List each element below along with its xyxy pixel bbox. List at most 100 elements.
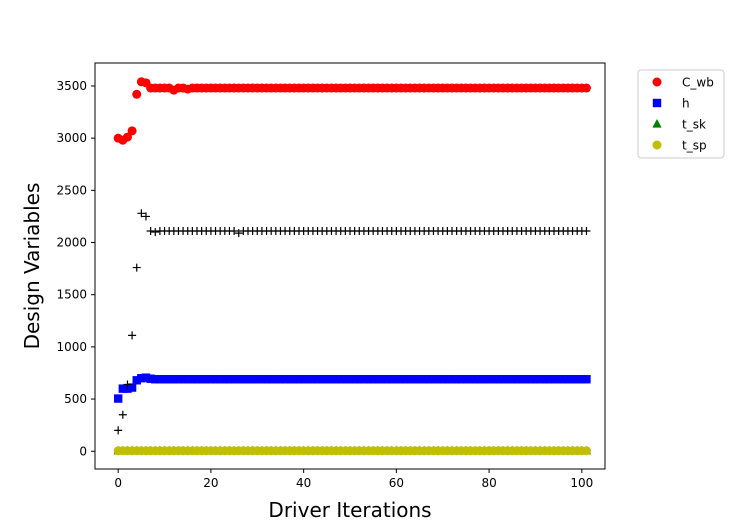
data-point xyxy=(141,373,151,382)
data-point xyxy=(280,375,290,384)
data-point xyxy=(178,375,188,384)
y-tick-label: 0 xyxy=(79,444,87,458)
plot-frame xyxy=(94,62,606,470)
series-unlabeled xyxy=(114,209,591,435)
data-point xyxy=(229,375,239,384)
y-tick-label: 2500 xyxy=(56,183,87,197)
data-point xyxy=(452,375,461,384)
data-point xyxy=(559,375,568,384)
data-point xyxy=(406,375,415,384)
data-point xyxy=(248,375,257,384)
data-point xyxy=(378,375,387,384)
data-point xyxy=(146,374,155,383)
data-point xyxy=(317,375,327,384)
data-point xyxy=(424,375,434,384)
data-point xyxy=(304,375,313,384)
x-tick-label: 40 xyxy=(296,476,311,490)
data-point xyxy=(211,375,220,384)
legend-marker xyxy=(652,140,662,150)
data-point xyxy=(142,212,150,221)
data-point xyxy=(410,375,420,384)
data-point xyxy=(373,375,383,384)
data-point xyxy=(183,375,192,384)
legend: C_wbh t_sk t_sp xyxy=(637,69,725,159)
data-point xyxy=(531,375,540,384)
data-point xyxy=(545,375,554,384)
data-point xyxy=(128,331,137,340)
data-point xyxy=(345,375,355,384)
data-point xyxy=(299,375,308,384)
data-point xyxy=(164,375,174,384)
series-c-wb xyxy=(113,77,591,145)
data-point xyxy=(577,375,587,384)
data-point xyxy=(239,375,248,384)
data-point xyxy=(535,375,545,384)
data-point xyxy=(563,375,573,384)
data-point xyxy=(336,375,345,384)
data-point xyxy=(457,375,466,384)
data-point xyxy=(313,375,322,384)
data-point xyxy=(341,375,350,384)
data-point xyxy=(146,227,155,236)
data-point xyxy=(433,375,443,384)
y-tick-label: 1500 xyxy=(56,288,87,302)
data-point xyxy=(294,375,304,384)
data-point xyxy=(127,126,137,136)
plot-area xyxy=(95,63,605,469)
data-point xyxy=(355,375,364,384)
data-point xyxy=(132,376,141,385)
series-layer xyxy=(113,77,592,456)
legend-frame xyxy=(637,69,725,159)
data-point xyxy=(331,375,341,384)
data-point xyxy=(155,375,165,384)
legend-marker xyxy=(652,77,662,87)
data-point xyxy=(443,375,452,384)
data-point xyxy=(123,384,132,393)
data-point xyxy=(122,132,132,142)
data-point xyxy=(188,375,197,384)
data-point xyxy=(480,375,489,384)
data-point xyxy=(498,375,508,384)
data-point xyxy=(503,375,512,384)
y-tick-label: 3000 xyxy=(56,131,87,145)
data-point xyxy=(554,375,563,384)
data-point xyxy=(392,375,401,384)
data-point xyxy=(521,375,531,384)
data-point xyxy=(549,375,559,384)
data-point xyxy=(132,263,141,272)
data-point xyxy=(276,375,285,384)
data-point xyxy=(243,375,253,384)
data-point xyxy=(484,375,494,384)
data-point xyxy=(382,375,392,384)
data-point xyxy=(540,375,549,384)
data-point xyxy=(197,375,206,384)
data-point xyxy=(387,375,396,384)
data-point xyxy=(137,209,146,218)
data-point xyxy=(466,375,475,384)
data-point xyxy=(517,375,526,384)
y-axis: 0 500 1000 1500 2000 2500 3000 3500 xyxy=(56,79,95,458)
data-point xyxy=(359,375,369,384)
data-point xyxy=(512,375,522,384)
data-point xyxy=(581,83,591,93)
data-point xyxy=(206,375,216,384)
data-point xyxy=(475,375,485,384)
data-point xyxy=(118,410,127,419)
data-point xyxy=(257,375,267,384)
data-point xyxy=(508,375,517,384)
data-point xyxy=(396,375,406,384)
data-point xyxy=(253,375,262,384)
data-point xyxy=(285,375,294,384)
data-point xyxy=(572,375,582,384)
data-point xyxy=(262,375,271,384)
legend-marker xyxy=(652,98,662,108)
data-point xyxy=(401,375,410,384)
data-point xyxy=(581,446,591,456)
data-point xyxy=(127,383,137,392)
data-point xyxy=(350,375,359,384)
data-point xyxy=(160,375,169,384)
data-point xyxy=(271,375,281,384)
data-point xyxy=(202,375,211,384)
data-point xyxy=(137,373,146,383)
